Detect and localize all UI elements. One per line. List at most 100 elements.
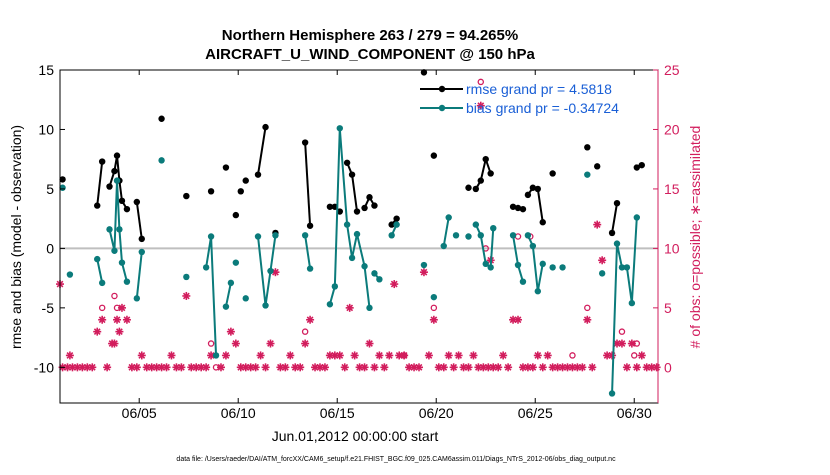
- rmse-point: [262, 123, 269, 131]
- obs-assimilated-marker: [132, 363, 141, 372]
- rmse-point: [133, 198, 141, 206]
- rmse-point: [509, 203, 517, 210]
- obs-assimilated-stroke: [133, 363, 141, 371]
- obs-assimilated-stroke: [173, 363, 180, 371]
- bias-point: [123, 278, 131, 285]
- obs-assimilated-marker: [390, 280, 399, 289]
- obs-assimilated-stroke: [484, 363, 492, 371]
- x-tick-label: 06/20: [419, 405, 454, 421]
- bias-line: [205, 236, 218, 356]
- bias-line: [108, 180, 128, 282]
- obs-assimilated-stroke: [116, 328, 123, 336]
- x-tick-label: 06/25: [518, 405, 553, 421]
- bias-point: [242, 295, 249, 302]
- bias-point: [272, 232, 279, 239]
- bias-point: [524, 232, 532, 239]
- obs-assimilated-marker: [385, 351, 394, 360]
- obs-assimilated-stroke: [435, 363, 443, 371]
- obs-assimilated-stroke: [351, 352, 359, 359]
- rmse-point: [482, 155, 489, 163]
- bias-point: [534, 288, 542, 295]
- obs-possible-marker: [400, 352, 408, 359]
- obs-assimilated-stroke: [143, 363, 151, 371]
- obs-assimilated-stroke: [445, 352, 453, 359]
- obs-assimilated-stroke: [504, 363, 512, 371]
- obs-assimilated-stroke: [93, 328, 101, 336]
- obs-assimilated-marker: [365, 339, 374, 348]
- obs-assimilated-stroke: [410, 363, 418, 371]
- obs-assimilated-stroke: [450, 363, 458, 371]
- bias-line: [512, 235, 524, 282]
- plot-area: [56, 69, 661, 397]
- obs-assimilated-marker: [286, 351, 295, 360]
- obs-assimilated-marker: [598, 256, 607, 265]
- bias-point: [613, 240, 621, 247]
- bias-point: [559, 264, 566, 271]
- bias-point: [420, 261, 428, 269]
- obs-assimilated-marker: [122, 315, 131, 324]
- rmse-point: [348, 171, 356, 178]
- y-left-tick-label: -10: [34, 359, 54, 375]
- obs-assimilated-stroke: [628, 340, 636, 347]
- obs-assimilated-marker: [345, 303, 354, 312]
- obs-assimilated-stroke: [262, 363, 269, 371]
- rmse-point: [613, 200, 621, 207]
- bias-point: [445, 214, 452, 221]
- rmse-point: [366, 194, 373, 201]
- obs-assimilated-stroke: [569, 363, 576, 371]
- obs-assimilated-marker: [65, 351, 74, 360]
- obs-assimilated-stroke: [267, 340, 274, 347]
- obs-assimilated-marker: [459, 363, 468, 372]
- bias-point: [133, 295, 141, 302]
- obs-assimilated-stroke: [554, 363, 562, 371]
- legend-bias-marker: [438, 104, 446, 112]
- rmse-point: [594, 163, 601, 170]
- obs-assimilated-marker: [306, 315, 315, 324]
- obs-assimilated-stroke: [296, 363, 304, 371]
- obs-assimilated-stroke: [618, 340, 626, 347]
- obs-assimilated-marker: [335, 351, 344, 360]
- obs-assimilated-stroke: [88, 363, 96, 371]
- obs-assimilated-stroke: [385, 352, 393, 359]
- rmse-point: [326, 203, 334, 210]
- obs-assimilated-stroke: [66, 352, 74, 359]
- obs-assimilated-stroke: [197, 363, 205, 371]
- obs-assimilated-stroke: [272, 268, 279, 276]
- y-right-tick-label: 0: [664, 359, 672, 375]
- y-left-tick-label: 5: [46, 181, 54, 197]
- rmse-point: [465, 184, 472, 191]
- obs-assimilated-marker: [110, 339, 119, 348]
- obs-assimilated-marker: [266, 339, 275, 348]
- obs-assimilated-stroke: [499, 352, 507, 359]
- y-right-tick-label: 15: [664, 181, 680, 197]
- rmse-point: [111, 167, 118, 175]
- obs-assimilated-marker: [543, 351, 552, 360]
- obs-assimilated-marker: [429, 315, 438, 324]
- obs-assimilated-marker: [479, 363, 488, 372]
- obs-assimilated-stroke: [578, 363, 586, 371]
- obs-assimilated-stroke: [187, 363, 195, 371]
- rmse-point: [608, 229, 616, 237]
- bias-point: [633, 214, 641, 221]
- legend-bias-label: bias grand pr = -0.34724: [466, 100, 619, 116]
- obs-assimilated-stroke: [316, 363, 324, 371]
- obs-assimilated-marker: [375, 351, 384, 360]
- rmse-point: [519, 205, 527, 213]
- obs-assimilated-marker: [583, 315, 592, 324]
- obs-assimilated-marker: [202, 363, 211, 372]
- rmse-point: [183, 192, 190, 200]
- obs-assimilated-marker: [88, 363, 97, 372]
- chart-title-line1: Northern Hemisphere 263 / 279 = 94.265%: [222, 27, 518, 44]
- obs-assimilated-marker: [469, 351, 478, 360]
- bias-point: [623, 264, 631, 271]
- obs-assimilated-stroke: [623, 363, 631, 371]
- obs-assimilated-stroke: [390, 280, 398, 288]
- obs-possible-marker: [569, 352, 576, 359]
- obs-assimilated-marker: [533, 351, 542, 360]
- obs-assimilated-stroke: [242, 363, 250, 371]
- obs-assimilated-marker: [419, 268, 428, 277]
- obs-assimilated-stroke: [465, 363, 472, 371]
- obs-assimilated-marker: [414, 363, 423, 372]
- obs-assimilated-marker: [103, 363, 112, 372]
